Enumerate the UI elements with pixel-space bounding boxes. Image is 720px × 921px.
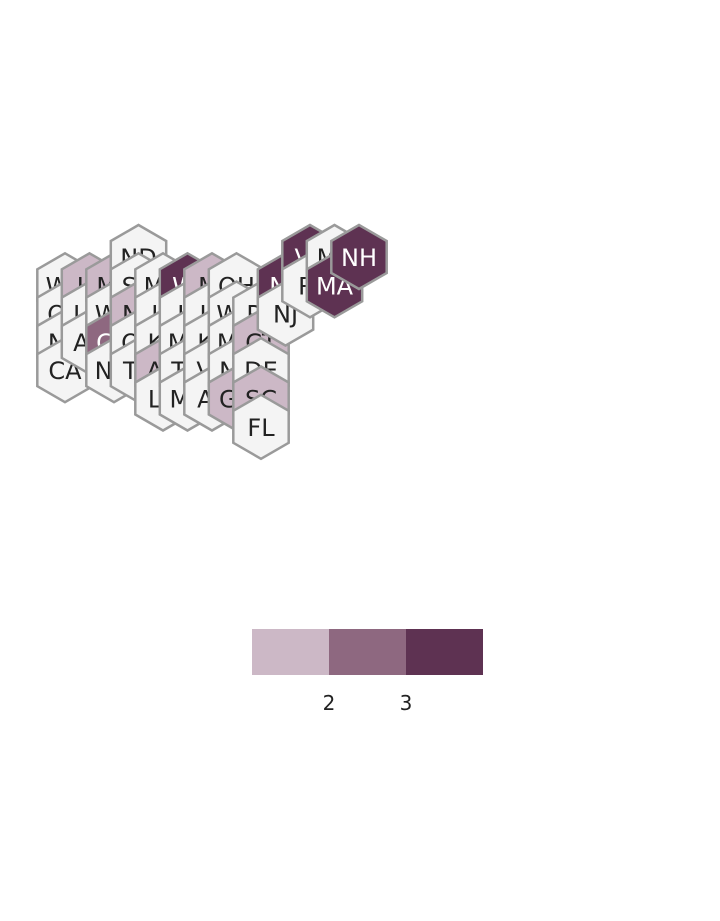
state-hexes: WAORNVCAIDUTAZMTWYCONMNDSDNEOKTXMNIAKSAR… xyxy=(36,223,388,461)
legend-tick-label: 3 xyxy=(400,691,413,715)
state-hex-nh: NH xyxy=(330,223,388,291)
hex-shape xyxy=(330,223,388,291)
legend-swatch-low xyxy=(252,629,329,675)
hex-shape xyxy=(232,393,290,461)
state-label: NH xyxy=(341,244,377,272)
state-hex-fl: FL xyxy=(232,393,290,461)
color-legend: 2 3 xyxy=(252,629,483,715)
legend-swatch-mid xyxy=(329,629,406,675)
state-label: FL xyxy=(247,414,275,442)
legend-tick-label: 2 xyxy=(323,691,336,715)
legend-swatch-high xyxy=(406,629,483,675)
